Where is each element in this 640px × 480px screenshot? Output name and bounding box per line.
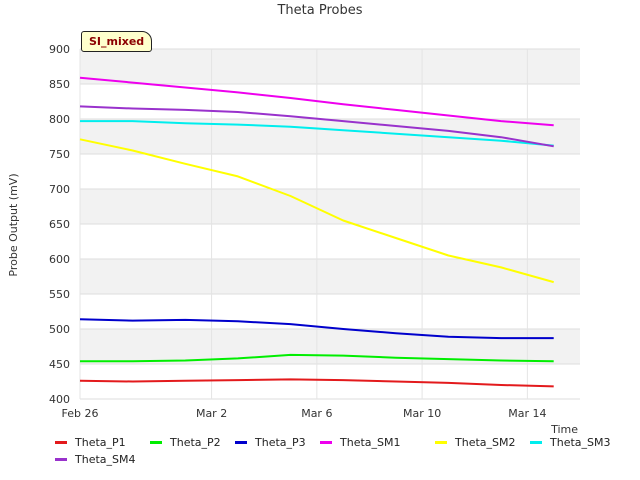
legend-swatch [55,457,67,461]
y-tick-label: 750 [49,148,70,161]
plot-band [80,224,580,259]
y-tick-label: 650 [49,218,70,231]
legend-label: Theta_SM2 [455,436,516,449]
legend-swatch [55,440,67,444]
legend-label: Theta_SM4 [75,453,136,466]
series-layer [79,76,554,388]
x-tick-label: Mar 10 [403,407,441,420]
series-line-theta-p3 [79,318,554,340]
plot-band [80,294,580,329]
plot-band [80,329,580,364]
legend-label: Theta_SM1 [340,436,401,449]
legend-item: Theta_P1 [55,436,126,449]
y-tick-label: 700 [49,183,70,196]
series-line-theta-p2 [80,353,554,363]
plot-band [80,189,580,224]
plot-gridlines [79,48,580,400]
legend-item: Theta_SM2 [435,436,515,449]
y-tick-label: 600 [49,253,70,266]
site-badge: SI_mixed [81,31,153,52]
legend-item: Theta_SM1 [320,436,400,449]
chart-title: Theta Probes [277,3,363,18]
y-axis-ticks: 400 450 500 550 600 650 700 750 800 850 900 [49,43,70,406]
legend-swatch [235,440,247,444]
legend-label: Theta_P3 [255,436,306,449]
legend-swatch [320,440,332,444]
series-line-theta-sm4 [79,105,554,148]
plot-band [80,49,580,84]
series-line-theta-sm1 [79,76,554,127]
x-axis-title: Time [550,423,578,436]
legend-label: Theta_P2 [170,436,221,449]
series-line-theta-sm2 [79,138,554,284]
plot-band [80,119,580,154]
y-tick-label: 500 [49,323,70,336]
plot-background-bands [80,49,580,399]
x-tick-label: Mar 14 [508,407,546,420]
series-line-theta-sm3 [80,120,554,147]
x-tick-label: Mar 6 [301,407,332,420]
series-line-theta-p1 [79,378,554,388]
y-tick-label: 450 [49,358,70,371]
y-tick-label: 900 [49,43,70,56]
legend-item: Theta_P3 [235,436,306,449]
y-tick-label: 850 [49,78,70,91]
plot-band [80,84,580,119]
legend-swatch [530,440,542,444]
x-tick-label: Mar 2 [196,407,227,420]
legend-item: Theta_SM3 [530,436,610,449]
y-tick-label: 400 [49,393,70,406]
plot-band [80,154,580,189]
x-axis-ticks: Feb 26 Mar 2 Mar 6 Mar 10 Mar 14 [62,407,547,420]
legend-swatch [150,440,162,444]
legend-label: Theta_P1 [75,436,126,449]
y-tick-label: 800 [49,113,70,126]
legend-item: Theta_P2 [150,436,221,449]
legend-swatch [435,440,447,444]
legend-label: Theta_SM3 [550,436,611,449]
y-axis-title: Probe Output (mV) [7,173,20,276]
legend-item: Theta_SM4 [55,453,135,466]
x-tick-label: Feb 26 [62,407,99,420]
y-tick-label: 550 [49,288,70,301]
plot-band [80,259,580,294]
